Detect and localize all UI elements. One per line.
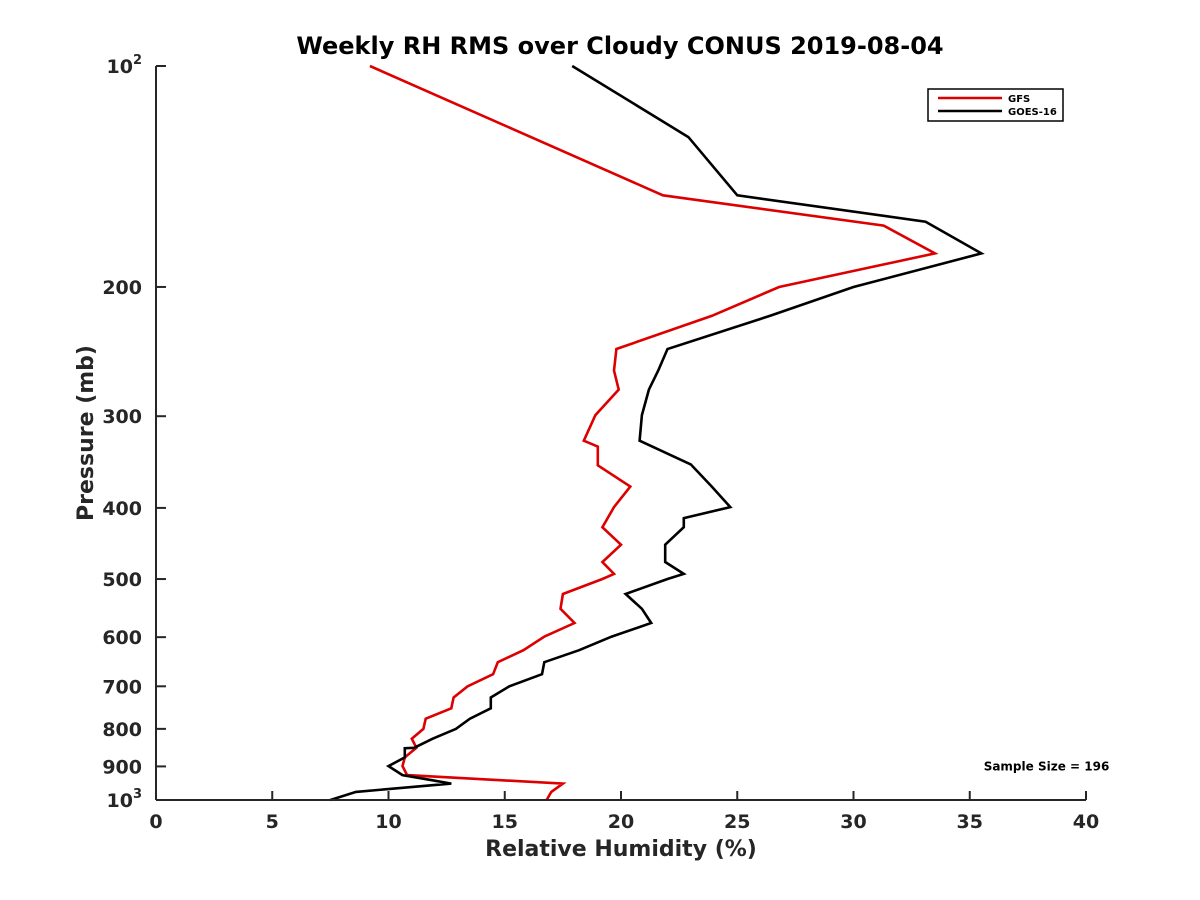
- x-tick-label: 15: [492, 811, 518, 833]
- y-axis-label: Pressure (mb): [74, 345, 99, 521]
- x-tick-label: 0: [149, 811, 162, 833]
- series-line-gfs: [369, 64, 939, 801]
- plot-area: 0 5 10 15 20 25 30 35 40 10220030040050060070080…: [102, 53, 1099, 833]
- chart-title: Weekly RH RMS over Cloudy CONUS 2019-08-…: [296, 32, 943, 60]
- x-tick-label: 5: [266, 811, 279, 833]
- x-ticks: 0 5 10 15 20 25 30 35 40: [149, 791, 1099, 833]
- legend-box: [927, 88, 1064, 122]
- y-tick-label: 500: [102, 569, 142, 591]
- y-tick-label: 200: [102, 277, 142, 299]
- x-tick-label: 20: [608, 811, 634, 833]
- y-tick-label: 700: [102, 676, 142, 698]
- x-tick-label: 35: [957, 811, 983, 833]
- x-tick-label: 40: [1073, 811, 1099, 833]
- x-tick-label: 10: [375, 811, 401, 833]
- x-tick-label: 30: [840, 811, 866, 833]
- y-tick-label: 400: [102, 498, 142, 520]
- y-tick-label: 800: [102, 719, 142, 741]
- series-line-goes16: [330, 64, 985, 802]
- x-axis-label: Relative Humidity (%): [485, 837, 757, 862]
- y-tick-label: 600: [102, 627, 142, 649]
- legend-label-gfs: GFS: [1008, 94, 1030, 105]
- sample-size-annotation: Sample Size = 196: [984, 759, 1110, 773]
- y-tick-label: 300: [102, 406, 142, 428]
- legend-label-goes16: GOES-16: [1008, 107, 1057, 118]
- y-tick-label: 900: [102, 756, 142, 778]
- series-layer: [330, 64, 985, 802]
- x-tick-label: 25: [724, 811, 750, 833]
- legend: GFS GOES-16: [927, 88, 1064, 122]
